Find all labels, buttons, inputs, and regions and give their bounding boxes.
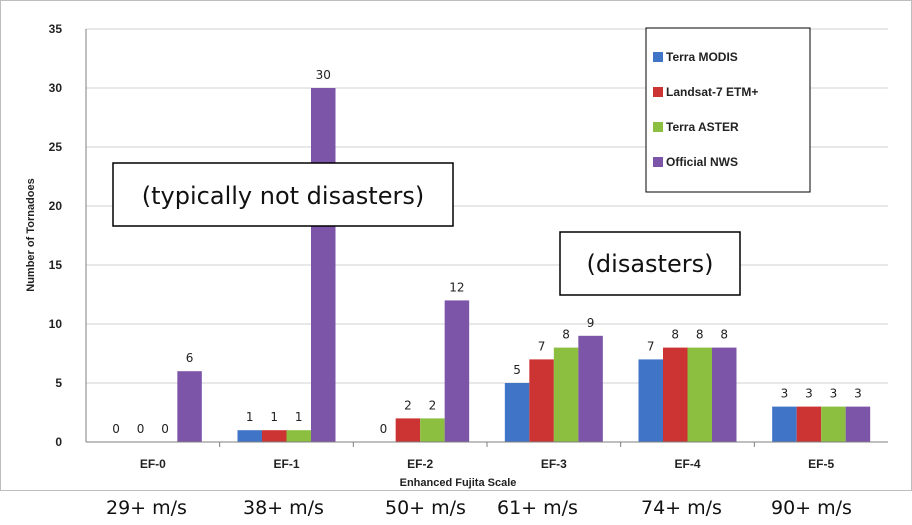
annotation-not-disasters: (typically not disasters) xyxy=(112,162,454,227)
bar xyxy=(237,430,262,442)
bar xyxy=(796,406,822,442)
bar xyxy=(638,359,663,442)
data-label: 3 xyxy=(805,387,813,401)
legend-box xyxy=(645,27,811,193)
x-tick-labels: EF-0 EF-1 EF-2 EF-3 EF-4 EF-5 xyxy=(140,457,835,471)
y-tick-label: 10 xyxy=(49,317,63,331)
y-tick-label: 20 xyxy=(49,199,63,213)
data-label: 6 xyxy=(186,351,194,365)
bars xyxy=(177,88,871,442)
data-label: 7 xyxy=(538,339,546,353)
y-tick-label: 0 xyxy=(55,435,62,449)
x-tick-label: EF-5 xyxy=(808,457,834,471)
data-label: 1 xyxy=(270,410,278,424)
legend-entry: Official NWS xyxy=(666,155,738,169)
annotation-box xyxy=(112,162,454,227)
y-tick-label: 30 xyxy=(49,81,63,95)
data-label: 8 xyxy=(562,328,570,342)
data-label: 3 xyxy=(854,387,862,401)
wind-speed-label: 61+ m/s xyxy=(497,497,578,519)
bar xyxy=(395,418,421,442)
bar xyxy=(712,347,737,442)
data-label: 0 xyxy=(380,422,388,436)
legend-swatch xyxy=(653,157,663,167)
legend-entry: Terra ASTER xyxy=(666,120,739,134)
x-tick-label: EF-1 xyxy=(273,457,299,471)
legend-entry: Terra MODIS xyxy=(666,50,738,64)
y-axis-title: Number of Tornadoes xyxy=(25,178,37,291)
data-label: 12 xyxy=(449,280,464,294)
legend-swatch xyxy=(653,122,663,132)
y-tick-label: 5 xyxy=(55,376,62,390)
legend: Terra MODIS Landsat-7 ETM+ Terra ASTER Offi… xyxy=(645,27,811,193)
legend-entry: Landsat-7 ETM+ xyxy=(666,85,758,99)
bar xyxy=(578,335,603,442)
x-tick-label: EF-3 xyxy=(541,457,567,471)
bar xyxy=(444,300,470,442)
bar xyxy=(845,406,871,442)
bar xyxy=(553,347,579,442)
data-label: 5 xyxy=(513,363,521,377)
data-label: 3 xyxy=(781,387,789,401)
bar xyxy=(262,430,287,442)
data-label: 1 xyxy=(246,410,254,424)
data-label: 2 xyxy=(429,398,437,412)
bar xyxy=(286,430,311,442)
bar xyxy=(177,371,202,442)
data-labels: 0 0 0 6 1 1 1 30 0 2 2 12 5 7 8 9 7 8 8 8 3 3 3 3 xyxy=(112,68,861,436)
wind-speed-label: 29+ m/s xyxy=(106,497,187,519)
bar xyxy=(663,347,688,442)
data-label: 7 xyxy=(647,339,655,353)
data-label: 3 xyxy=(830,387,838,401)
legend-swatch xyxy=(653,52,663,62)
y-tick-label: 35 xyxy=(49,22,63,36)
y-tick-labels: 0 5 10 15 20 25 30 35 xyxy=(49,22,63,449)
bar xyxy=(311,88,336,442)
bar xyxy=(504,383,530,442)
annotation-text: (typically not disasters) xyxy=(142,182,424,210)
data-label: 8 xyxy=(696,328,704,342)
bar xyxy=(772,406,797,442)
annotation-disasters: (disasters) xyxy=(559,231,741,296)
bar xyxy=(420,418,445,442)
annotation-text: (disasters) xyxy=(587,250,714,278)
legend-swatch xyxy=(653,87,663,97)
x-tick-label: EF-4 xyxy=(674,457,700,471)
wind-speed-label: 90+ m/s xyxy=(771,497,852,519)
data-label: 9 xyxy=(587,316,595,330)
data-label: 0 xyxy=(137,422,145,436)
x-tick-label: EF-0 xyxy=(140,457,166,471)
data-label: 0 xyxy=(112,422,120,436)
y-tick-label: 15 xyxy=(49,258,63,272)
x-axis-title: Enhanced Fujita Scale xyxy=(400,477,517,489)
data-label: 0 xyxy=(161,422,169,436)
wind-speed-label: 74+ m/s xyxy=(641,497,722,519)
bar xyxy=(687,347,712,442)
data-label: 2 xyxy=(404,398,412,412)
x-tick-label: EF-2 xyxy=(407,457,433,471)
y-tick-label: 25 xyxy=(49,140,63,154)
wind-speed-label: 50+ m/s xyxy=(385,497,466,519)
bar xyxy=(529,359,554,442)
data-label: 30 xyxy=(316,68,331,82)
wind-speed-label: 38+ m/s xyxy=(243,497,324,519)
bar xyxy=(821,406,846,442)
annotation-box xyxy=(559,231,741,296)
data-label: 1 xyxy=(295,410,303,424)
data-label: 8 xyxy=(671,328,679,342)
data-label: 8 xyxy=(720,328,728,342)
